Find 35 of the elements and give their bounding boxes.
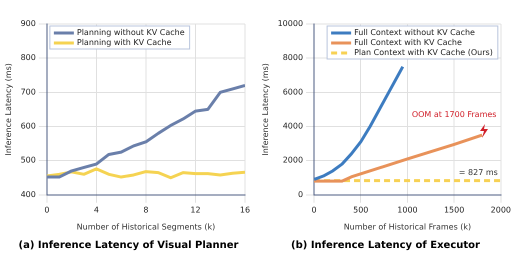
y-tick-label: 600: [20, 122, 36, 131]
x-tick-label: 16: [240, 206, 250, 215]
annotation: = 827 ms: [458, 168, 498, 177]
x-tick-label: 0: [44, 206, 50, 215]
text: (a) Inference Latency of Visual Planner: [18, 240, 240, 251]
y-tick-label: 8000: [282, 53, 304, 62]
y-tick-label: 900: [20, 19, 36, 28]
x-axis-title: Number of Historical Segments (k): [76, 222, 216, 232]
y-axis-title: Inference Latency (ms): [4, 63, 13, 156]
annotation: OOM at 1700 Frames: [412, 110, 496, 120]
x-tick-label: 8: [143, 206, 148, 215]
x-tick-label: 2000: [490, 206, 511, 215]
x-tick-label: 0: [312, 206, 317, 215]
y-axis-title: Inference Latency (ms): [260, 63, 270, 156]
legend-label: Planning without KV Cache: [76, 28, 185, 38]
x-tick-label: 4: [94, 206, 99, 215]
y-tick-label: 4000: [282, 122, 304, 131]
y-tick-label: 2000: [282, 156, 304, 165]
y-tick-label: 400: [20, 190, 36, 199]
legend-label: Full Context with KV Cache: [354, 38, 462, 48]
x-tick-label: 1500: [444, 206, 464, 215]
x-tick-label: 12: [190, 206, 201, 215]
x-tick-label: 1000: [397, 206, 418, 215]
y-tick-label: 700: [20, 87, 36, 96]
text: (b) Inference Latency of Executor: [290, 240, 481, 251]
legend-label: Plan Context with KV Cache (Ours): [354, 48, 493, 58]
y-tick-label: 6000: [282, 87, 304, 96]
x-axis-title: Number of Historical Frames (k): [344, 222, 472, 232]
y-tick-label: 10000: [278, 19, 304, 28]
legend-label: Full Context without KV Cache: [354, 28, 476, 38]
y-tick-label: 500: [20, 156, 36, 165]
y-tick-label: 800: [20, 53, 36, 62]
x-tick-label: 500: [353, 206, 368, 215]
legend-label: Planning with KV Cache: [76, 38, 172, 48]
y-tick-label: 0: [298, 190, 304, 199]
